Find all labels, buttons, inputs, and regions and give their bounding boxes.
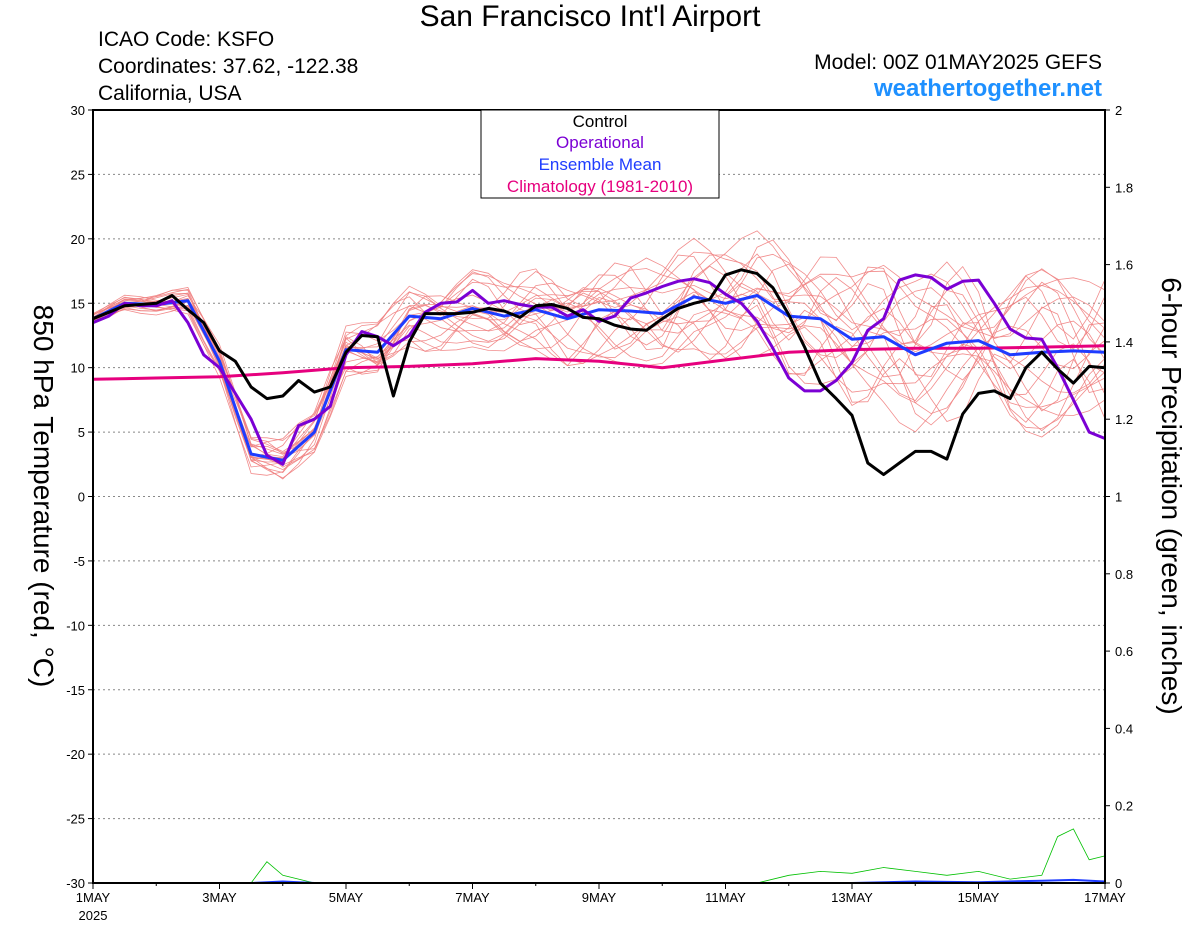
icao-code: ICAO Code: KSFO	[98, 28, 275, 51]
y-right-tick-label: 1.4	[1115, 335, 1133, 350]
y-left-tick-label: -30	[66, 876, 85, 891]
ensemble-member-line	[92, 262, 1106, 480]
x-tick-label: 9MAY	[582, 890, 617, 905]
y-left-tick-label: 10	[71, 361, 85, 376]
y-left-tick-label: -10	[66, 618, 85, 633]
ensemble-member-line	[92, 253, 1106, 476]
y-left-tick-label: 5	[78, 425, 85, 440]
y-right-tick-label: 2	[1115, 103, 1122, 118]
legend-ensemble-mean: Ensemble Mean	[539, 155, 662, 174]
control-line	[92, 268, 1106, 477]
y-right-tick-label: 1.8	[1115, 180, 1133, 195]
y-right-tick-label: 1.6	[1115, 258, 1133, 273]
x-tick-label: 1MAY	[76, 890, 111, 905]
precip-member-line	[93, 828, 1106, 884]
precipitation-series	[93, 828, 1106, 884]
ensemble-member-line	[92, 269, 1106, 473]
chart-title: San Francisco Int'l Airport	[419, 0, 761, 33]
y-right-tick-label: 1	[1115, 490, 1122, 505]
x-tick-label: 3MAY	[202, 890, 237, 905]
model-run: Model: 00Z 01MAY2025 GEFS	[814, 51, 1102, 74]
ensemble-member-line	[92, 261, 1106, 458]
ensemble-member-line	[92, 237, 1106, 466]
y-left-tick-label: 15	[71, 296, 85, 311]
legend-box	[480, 109, 720, 199]
ensemble-member-line	[92, 239, 1106, 461]
temperature-series	[92, 268, 1106, 477]
x-tick-label: 7MAY	[455, 890, 490, 905]
y-right-tick-label: 0.6	[1115, 644, 1133, 659]
y-left-tick-label: 0	[78, 490, 85, 505]
region: California, USA	[98, 82, 242, 105]
y-left-tick-label: 30	[71, 103, 85, 118]
x-tick-label: 17MAY	[1084, 890, 1126, 905]
y-left-tick-label: 20	[71, 232, 85, 247]
operational-line	[92, 273, 1106, 466]
legend-control: Control	[573, 112, 628, 131]
y-left-tick-label: -20	[66, 747, 85, 762]
y-right-tick-label: 0.8	[1115, 567, 1133, 582]
x-year-label: 2025	[79, 908, 108, 923]
ensemble-member-line	[92, 275, 1106, 457]
x-tick-label: 11MAY	[705, 890, 746, 905]
y-right-tick-label: 0.4	[1115, 721, 1133, 736]
x-tick-label: 5MAY	[329, 890, 364, 905]
y-axis-right-label: 6-hour Precipitation (green, inches)	[1156, 277, 1187, 714]
legend-climatology: Climatology (1981-2010)	[507, 177, 693, 196]
y-left-tick-label: -15	[66, 683, 85, 698]
axes: 302520151050-5-10-15-20-25-3021.81.61.41…	[66, 103, 1133, 923]
y-left-tick-label: -25	[66, 812, 85, 827]
ensemble-member-line	[92, 230, 1106, 479]
x-tick-label: 13MAY	[831, 890, 873, 905]
grid	[93, 173, 1105, 820]
website-link[interactable]: weathertogether.net	[873, 75, 1102, 102]
y-left-tick-label: 25	[71, 167, 85, 182]
ensemble-member-line	[92, 264, 1106, 441]
y-left-tick-label: -5	[73, 554, 85, 569]
legend: Control Operational Ensemble Mean Climat…	[480, 109, 720, 199]
ensemble-member-line	[92, 277, 1106, 455]
ensemble-mean-line	[92, 294, 1106, 462]
coordinates: Coordinates: 37.62, -122.38	[98, 55, 359, 78]
x-tick-label: 15MAY	[958, 890, 1000, 905]
y-right-tick-label: 0.2	[1115, 799, 1133, 814]
y-right-tick-label: 0	[1115, 876, 1122, 891]
y-right-tick-label: 1.2	[1115, 412, 1133, 427]
legend-operational: Operational	[556, 133, 644, 152]
y-axis-left-label: 850 hPa Temperature (red, °C)	[28, 305, 59, 688]
